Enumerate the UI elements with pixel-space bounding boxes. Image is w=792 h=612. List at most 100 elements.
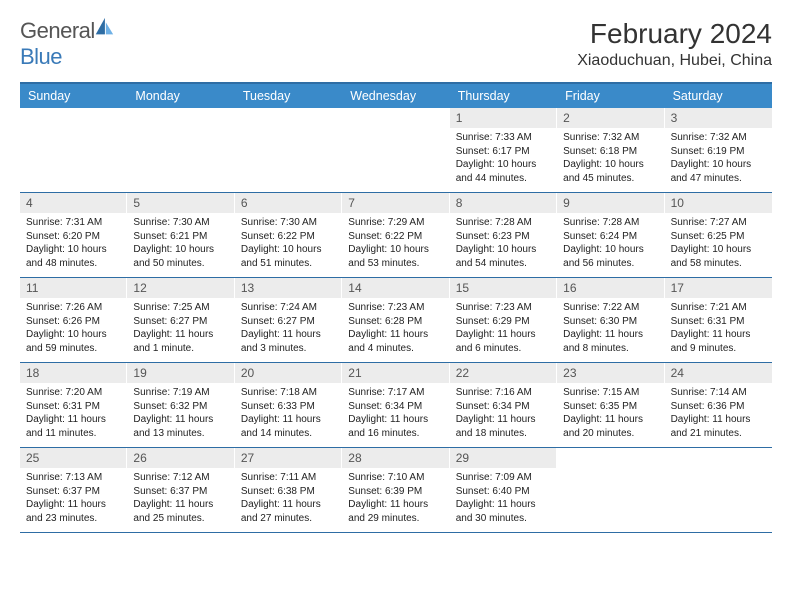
week-row: 25Sunrise: 7:13 AMSunset: 6:37 PMDayligh… bbox=[20, 448, 772, 533]
day-detail: Sunrise: 7:31 AMSunset: 6:20 PMDaylight:… bbox=[20, 213, 127, 276]
day-number: 6 bbox=[235, 193, 342, 213]
day-cell: 3Sunrise: 7:32 AMSunset: 6:19 PMDaylight… bbox=[665, 108, 772, 192]
day-detail: Sunrise: 7:09 AMSunset: 6:40 PMDaylight:… bbox=[450, 468, 557, 531]
weekday-sun: Sunday bbox=[20, 84, 127, 108]
day-number: 4 bbox=[20, 193, 127, 213]
day-cell: 6Sunrise: 7:30 AMSunset: 6:22 PMDaylight… bbox=[235, 193, 342, 277]
day-number: 29 bbox=[450, 448, 557, 468]
day-cell: 15Sunrise: 7:23 AMSunset: 6:29 PMDayligh… bbox=[450, 278, 557, 362]
weekday-tue: Tuesday bbox=[235, 84, 342, 108]
day-cell: 14Sunrise: 7:23 AMSunset: 6:28 PMDayligh… bbox=[342, 278, 449, 362]
day-cell: 7Sunrise: 7:29 AMSunset: 6:22 PMDaylight… bbox=[342, 193, 449, 277]
day-cell: 19Sunrise: 7:19 AMSunset: 6:32 PMDayligh… bbox=[127, 363, 234, 447]
day-cell: 21Sunrise: 7:17 AMSunset: 6:34 PMDayligh… bbox=[342, 363, 449, 447]
day-number: 5 bbox=[127, 193, 234, 213]
day-cell bbox=[342, 108, 449, 192]
day-cell: 23Sunrise: 7:15 AMSunset: 6:35 PMDayligh… bbox=[557, 363, 664, 447]
day-detail: Sunrise: 7:32 AMSunset: 6:18 PMDaylight:… bbox=[557, 128, 664, 191]
day-detail: Sunrise: 7:28 AMSunset: 6:23 PMDaylight:… bbox=[450, 213, 557, 276]
day-cell: 10Sunrise: 7:27 AMSunset: 6:25 PMDayligh… bbox=[665, 193, 772, 277]
location: Xiaoduchuan, Hubei, China bbox=[577, 52, 772, 70]
weeks-container: 1Sunrise: 7:33 AMSunset: 6:17 PMDaylight… bbox=[20, 108, 772, 533]
day-cell: 22Sunrise: 7:16 AMSunset: 6:34 PMDayligh… bbox=[450, 363, 557, 447]
day-detail: Sunrise: 7:27 AMSunset: 6:25 PMDaylight:… bbox=[665, 213, 772, 276]
day-cell bbox=[235, 108, 342, 192]
day-detail: Sunrise: 7:26 AMSunset: 6:26 PMDaylight:… bbox=[20, 298, 127, 361]
day-number: 15 bbox=[450, 278, 557, 298]
day-number: 26 bbox=[127, 448, 234, 468]
day-cell bbox=[127, 108, 234, 192]
week-row: 1Sunrise: 7:33 AMSunset: 6:17 PMDaylight… bbox=[20, 108, 772, 193]
day-number bbox=[127, 108, 234, 128]
brand-text-2: Blue bbox=[20, 44, 62, 69]
day-cell: 26Sunrise: 7:12 AMSunset: 6:37 PMDayligh… bbox=[127, 448, 234, 532]
day-detail: Sunrise: 7:25 AMSunset: 6:27 PMDaylight:… bbox=[127, 298, 234, 361]
day-number bbox=[235, 108, 342, 128]
day-detail: Sunrise: 7:33 AMSunset: 6:17 PMDaylight:… bbox=[450, 128, 557, 191]
day-cell: 4Sunrise: 7:31 AMSunset: 6:20 PMDaylight… bbox=[20, 193, 127, 277]
sail-icon bbox=[93, 16, 115, 38]
week-row: 4Sunrise: 7:31 AMSunset: 6:20 PMDaylight… bbox=[20, 193, 772, 278]
day-cell: 12Sunrise: 7:25 AMSunset: 6:27 PMDayligh… bbox=[127, 278, 234, 362]
week-row: 11Sunrise: 7:26 AMSunset: 6:26 PMDayligh… bbox=[20, 278, 772, 363]
day-number: 7 bbox=[342, 193, 449, 213]
day-number: 17 bbox=[665, 278, 772, 298]
day-detail: Sunrise: 7:28 AMSunset: 6:24 PMDaylight:… bbox=[557, 213, 664, 276]
day-cell: 18Sunrise: 7:20 AMSunset: 6:31 PMDayligh… bbox=[20, 363, 127, 447]
weekday-wed: Wednesday bbox=[342, 84, 449, 108]
weekday-fri: Friday bbox=[557, 84, 664, 108]
day-number: 9 bbox=[557, 193, 664, 213]
day-number: 16 bbox=[557, 278, 664, 298]
calendar: Sunday Monday Tuesday Wednesday Thursday… bbox=[20, 82, 772, 533]
day-number: 10 bbox=[665, 193, 772, 213]
day-number: 11 bbox=[20, 278, 127, 298]
day-number: 8 bbox=[450, 193, 557, 213]
brand-logo: General Blue bbox=[20, 18, 115, 70]
day-detail: Sunrise: 7:13 AMSunset: 6:37 PMDaylight:… bbox=[20, 468, 127, 531]
day-detail: Sunrise: 7:14 AMSunset: 6:36 PMDaylight:… bbox=[665, 383, 772, 446]
day-cell: 24Sunrise: 7:14 AMSunset: 6:36 PMDayligh… bbox=[665, 363, 772, 447]
day-number: 19 bbox=[127, 363, 234, 383]
day-number: 21 bbox=[342, 363, 449, 383]
day-cell: 5Sunrise: 7:30 AMSunset: 6:21 PMDaylight… bbox=[127, 193, 234, 277]
day-number: 24 bbox=[665, 363, 772, 383]
day-detail: Sunrise: 7:29 AMSunset: 6:22 PMDaylight:… bbox=[342, 213, 449, 276]
day-cell: 25Sunrise: 7:13 AMSunset: 6:37 PMDayligh… bbox=[20, 448, 127, 532]
day-cell: 29Sunrise: 7:09 AMSunset: 6:40 PMDayligh… bbox=[450, 448, 557, 532]
day-detail: Sunrise: 7:30 AMSunset: 6:21 PMDaylight:… bbox=[127, 213, 234, 276]
day-number: 20 bbox=[235, 363, 342, 383]
weekday-sat: Saturday bbox=[665, 84, 772, 108]
day-cell: 2Sunrise: 7:32 AMSunset: 6:18 PMDaylight… bbox=[557, 108, 664, 192]
day-cell bbox=[557, 448, 664, 532]
day-number: 28 bbox=[342, 448, 449, 468]
day-detail: Sunrise: 7:15 AMSunset: 6:35 PMDaylight:… bbox=[557, 383, 664, 446]
day-number bbox=[20, 108, 127, 128]
weekday-thu: Thursday bbox=[450, 84, 557, 108]
day-detail: Sunrise: 7:12 AMSunset: 6:37 PMDaylight:… bbox=[127, 468, 234, 531]
day-cell: 28Sunrise: 7:10 AMSunset: 6:39 PMDayligh… bbox=[342, 448, 449, 532]
week-row: 18Sunrise: 7:20 AMSunset: 6:31 PMDayligh… bbox=[20, 363, 772, 448]
day-cell: 20Sunrise: 7:18 AMSunset: 6:33 PMDayligh… bbox=[235, 363, 342, 447]
day-cell: 8Sunrise: 7:28 AMSunset: 6:23 PMDaylight… bbox=[450, 193, 557, 277]
day-number: 1 bbox=[450, 108, 557, 128]
day-detail: Sunrise: 7:17 AMSunset: 6:34 PMDaylight:… bbox=[342, 383, 449, 446]
day-detail: Sunrise: 7:20 AMSunset: 6:31 PMDaylight:… bbox=[20, 383, 127, 446]
day-number: 12 bbox=[127, 278, 234, 298]
day-number bbox=[342, 108, 449, 128]
brand-text-1: General bbox=[20, 18, 95, 43]
day-detail: Sunrise: 7:16 AMSunset: 6:34 PMDaylight:… bbox=[450, 383, 557, 446]
weekday-mon: Monday bbox=[127, 84, 234, 108]
day-detail: Sunrise: 7:23 AMSunset: 6:28 PMDaylight:… bbox=[342, 298, 449, 361]
day-number: 23 bbox=[557, 363, 664, 383]
day-cell: 17Sunrise: 7:21 AMSunset: 6:31 PMDayligh… bbox=[665, 278, 772, 362]
brand-text: General Blue bbox=[20, 18, 115, 70]
month-title: February 2024 bbox=[577, 18, 772, 50]
day-detail: Sunrise: 7:30 AMSunset: 6:22 PMDaylight:… bbox=[235, 213, 342, 276]
weekday-header: Sunday Monday Tuesday Wednesday Thursday… bbox=[20, 84, 772, 108]
day-cell: 27Sunrise: 7:11 AMSunset: 6:38 PMDayligh… bbox=[235, 448, 342, 532]
day-cell: 16Sunrise: 7:22 AMSunset: 6:30 PMDayligh… bbox=[557, 278, 664, 362]
title-block: February 2024 Xiaoduchuan, Hubei, China bbox=[577, 18, 772, 70]
header: General Blue February 2024 Xiaoduchuan, … bbox=[20, 18, 772, 70]
day-detail: Sunrise: 7:22 AMSunset: 6:30 PMDaylight:… bbox=[557, 298, 664, 361]
day-cell: 13Sunrise: 7:24 AMSunset: 6:27 PMDayligh… bbox=[235, 278, 342, 362]
